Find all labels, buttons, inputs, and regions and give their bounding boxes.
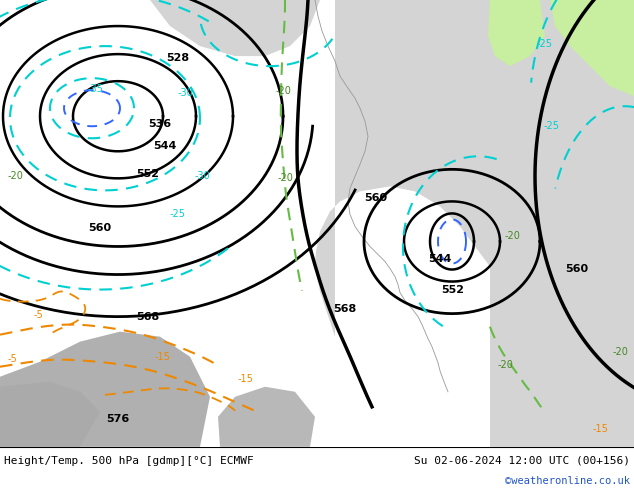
Text: Height/Temp. 500 hPa [gdmp][°C] ECMWF: Height/Temp. 500 hPa [gdmp][°C] ECMWF (4, 456, 254, 466)
Text: -20: -20 (612, 347, 628, 357)
Text: 544: 544 (429, 253, 451, 264)
Text: 560: 560 (365, 194, 387, 203)
Text: -20: -20 (277, 173, 293, 183)
Text: 552: 552 (441, 285, 465, 294)
Polygon shape (488, 0, 545, 66)
Text: -5: -5 (7, 354, 17, 364)
Text: Su 02-06-2024 12:00 UTC (00+156): Su 02-06-2024 12:00 UTC (00+156) (414, 456, 630, 466)
Text: 552: 552 (136, 170, 160, 179)
Text: 568: 568 (333, 304, 356, 314)
Text: -30: -30 (177, 88, 193, 98)
Polygon shape (550, 0, 634, 96)
Text: -25: -25 (170, 209, 186, 220)
Text: 576: 576 (107, 414, 129, 424)
Polygon shape (490, 0, 634, 447)
Polygon shape (150, 0, 320, 56)
Text: -25: -25 (544, 121, 560, 131)
Text: 544: 544 (153, 141, 177, 151)
Text: -25: -25 (537, 39, 553, 49)
Text: -15: -15 (592, 424, 608, 434)
Text: 568: 568 (136, 312, 160, 321)
Text: -20: -20 (8, 172, 24, 181)
Text: -15: -15 (237, 374, 253, 384)
Text: ©weatheronline.co.uk: ©weatheronline.co.uk (505, 476, 630, 487)
Text: -15: -15 (154, 352, 170, 362)
Text: 536: 536 (148, 119, 172, 129)
Text: 528: 528 (167, 53, 190, 63)
Text: -30: -30 (194, 172, 210, 181)
Text: 560: 560 (88, 223, 112, 233)
Polygon shape (218, 387, 315, 447)
Text: -5: -5 (33, 310, 43, 319)
Text: -20: -20 (497, 360, 513, 370)
Polygon shape (570, 0, 625, 41)
Text: 560: 560 (566, 264, 588, 273)
Polygon shape (315, 0, 634, 337)
Text: -35: -35 (87, 84, 103, 94)
Polygon shape (0, 332, 210, 447)
Text: -20: -20 (275, 86, 291, 96)
Text: -20: -20 (504, 231, 520, 242)
Polygon shape (0, 382, 100, 447)
